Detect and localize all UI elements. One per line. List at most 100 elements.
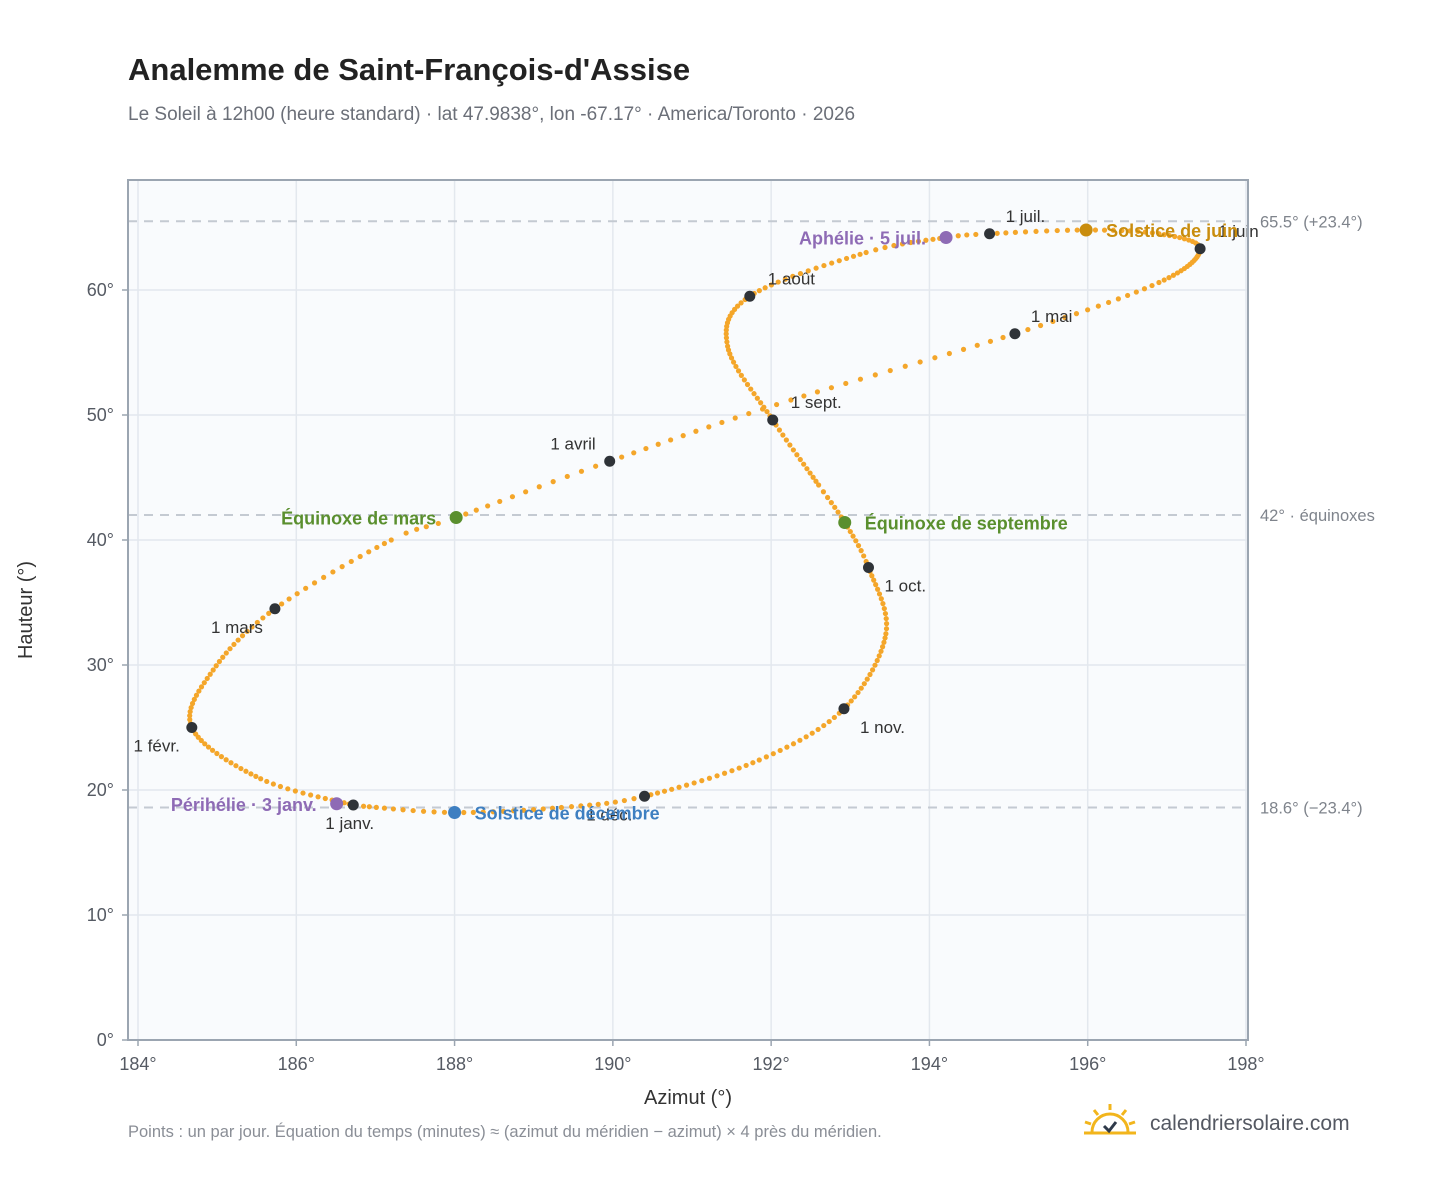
day-dot [238,765,244,772]
day-dot [631,796,637,802]
day-dot [932,355,938,361]
day-dot [189,700,196,707]
day-dot [374,544,380,551]
day-dot [923,237,929,243]
day-dot [974,342,980,348]
day-dot [205,744,212,750]
day-dot [777,747,783,754]
day-dot [1125,292,1131,299]
day-dot [810,474,816,480]
day-dot [794,452,800,458]
day-dot [1074,227,1080,233]
day-dot [1095,303,1101,309]
event-label: Aphélie · 5 juil. [799,229,926,249]
chart-title: Analemme de Saint-François-d'Assise [128,52,691,87]
month-marker [186,722,198,733]
reference-label: 65.5° (+23.4°) [1260,213,1363,231]
day-dot [732,415,738,421]
day-dot [813,478,819,484]
day-dot [1115,296,1121,302]
day-dot [485,503,491,509]
month-label: 1 déc. [586,805,632,824]
day-dot [388,537,394,543]
day-dot [1161,232,1167,238]
day-dot [831,714,837,721]
y-tick-label: 30° [87,655,114,675]
day-dot [266,610,272,616]
day-dot [826,718,832,725]
day-dot [286,596,292,602]
day-dot [858,685,864,691]
day-dot [578,803,584,809]
day-dot [196,688,202,694]
day-dot [1110,227,1116,233]
day-dot [857,251,863,257]
day-dot [869,573,875,579]
day-dot [1050,318,1056,325]
day-dot [235,637,241,643]
day-dot [1142,229,1148,235]
day-dot [244,628,250,634]
month-label: 1 oct. [884,577,926,596]
day-dot [322,795,328,802]
day-dot [946,350,952,357]
day-dot [820,489,827,495]
day-dot [292,788,298,794]
day-dot [853,538,859,544]
day-dot [243,768,249,774]
day-dot [850,533,856,539]
event-marker [838,516,852,529]
day-dot [828,500,834,506]
day-dot [784,744,790,750]
day-dot [738,372,744,378]
day-dot [1062,314,1068,321]
day-dot [881,605,887,612]
chart-subtitle: Le Soleil à 12h00 (heure standard) · lat… [128,104,856,125]
day-dot [1033,228,1039,235]
x-tick-label: 190° [594,1054,631,1074]
day-dot [994,230,1000,236]
day-dot [1044,228,1050,234]
day-dot [209,747,216,753]
day-dot [855,543,862,549]
day-dot [850,253,857,259]
month-label: 1 mai [1031,307,1073,326]
month-label: 1 janv. [325,814,374,833]
day-dot [899,241,906,247]
day-dot [400,807,406,813]
day-dot [878,648,884,654]
day-dot [1161,277,1167,283]
day-dot [1022,229,1029,235]
day-dot [231,641,237,648]
day-dot [435,520,441,527]
day-dot [509,494,516,500]
day-dot [414,526,420,532]
month-marker [838,703,850,715]
day-dot [790,447,796,453]
x-tick-label: 192° [753,1054,790,1074]
day-dot [756,757,762,763]
day-dot [233,763,239,769]
day-dot [360,803,367,809]
day-dot [654,790,661,796]
day-dot [804,466,810,472]
event-marker [939,231,953,244]
x-tick-label: 186° [278,1054,315,1074]
y-axis-title: Hauteur (°) [15,561,37,659]
day-dot [706,775,713,781]
day-dot [751,391,757,397]
day-dot [723,331,729,337]
day-dot [680,433,686,439]
day-dot [530,807,537,813]
day-dot [867,671,873,678]
brand: calendriersolaire.com [1082,1100,1350,1148]
day-dot [410,807,416,814]
event-label: Équinoxe de septembre [865,513,1068,534]
day-dot [902,363,908,369]
day-dot [797,456,803,463]
day-dot [497,498,503,505]
day-dot [883,615,889,622]
day-dot [480,809,486,815]
day-dot [218,754,225,760]
x-tick-label: 188° [436,1054,473,1074]
